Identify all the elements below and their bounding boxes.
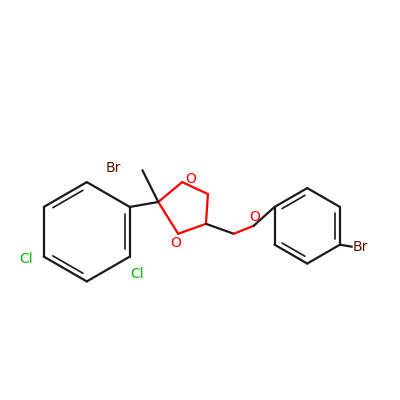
Text: O: O [171, 236, 182, 250]
Text: Cl: Cl [130, 266, 144, 280]
Text: O: O [186, 172, 196, 186]
Text: Br: Br [105, 161, 120, 175]
Text: Cl: Cl [19, 252, 33, 266]
Text: O: O [249, 210, 260, 224]
Text: Br: Br [353, 240, 368, 254]
